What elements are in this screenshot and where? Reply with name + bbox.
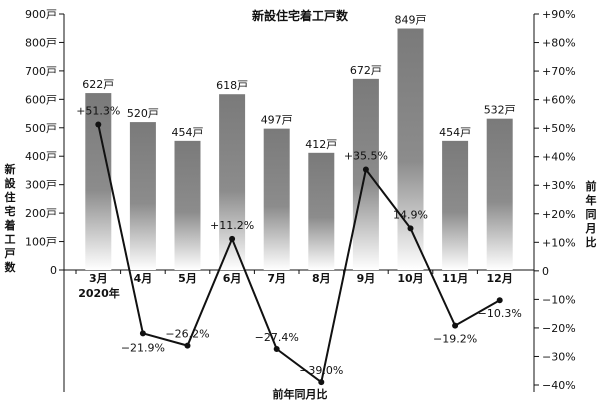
bar-value-label: 849戸 [395,14,427,27]
axis-title-char: 比 [586,235,597,249]
category-label: 6月 [223,272,242,285]
right-tick-label: +60% [542,94,576,107]
category-label: 7月 [267,272,286,285]
right-axis-title: 前年同月比 [585,179,597,249]
year-label: 2020年 [78,286,120,300]
left-tick-label: 700戸 [25,65,57,78]
bar [352,78,379,270]
bar-value-label: 618戸 [216,79,248,92]
category-label: 12月 [487,272,513,285]
bar-series: 622戸 520戸 454戸 618戸 497戸 412戸 672戸 849戸 454戸 532戸 [82,14,516,270]
left-tick-label: 100戸 [25,236,57,249]
bar-value-label: 412戸 [305,138,337,151]
left-tick-label: 800戸 [25,36,57,49]
left-axis-title: 新設住宅着工戸数 [4,162,17,274]
line-series: +51.3% −21.9%−26.2% +11.2% −27.4% −39.0% +35.… [76,104,522,386]
bar-value-label: 622戸 [82,78,114,91]
left-tick-label: 300戸 [25,179,57,192]
line-value-label: −10.3% [478,307,522,320]
bar [486,118,513,270]
axis-title-char: 着 [4,218,16,232]
category-label: 11月 [442,272,468,285]
line-point [229,235,236,242]
axis-title-char: 新 [5,162,16,176]
bar [308,152,335,270]
left-tick-label: 200戸 [25,207,57,220]
line-value-label: +51.3% [76,104,120,117]
left-tick-label: 500戸 [25,122,57,135]
line-value-label: −21.9% [121,341,165,354]
line-point [184,342,191,349]
line-value-label: +11.2% [210,219,254,232]
right-tick-label: +50% [542,122,576,135]
axis-title-char: 工 [5,233,16,246]
line-value-label: −27.4% [255,331,299,344]
right-tick-label: +40% [542,151,576,164]
axis-title-char: 設 [5,176,17,190]
right-tick-label: +20% [542,208,576,221]
bar-value-label: 532戸 [484,104,516,117]
bar-value-label: 672戸 [350,64,382,77]
category-axis: 3月 4月 5月 6月 7月 8月 9月 10月 11月 12月 [75,270,513,285]
category-label: 5月 [178,272,197,285]
line-value-label: 14.9% [393,208,428,221]
line-point [139,330,146,337]
right-axis: −40% −30% −20% −10% 0 +10% +20% +30% +40% +50% +60… [533,8,576,392]
axis-title-char: 同 [586,208,597,221]
right-tick-label: +30% [542,179,576,192]
bar [219,94,246,270]
left-tick-label: 0 [50,264,57,277]
right-tick-label: 0 [542,265,549,278]
bar-value-label: 454戸 [172,126,204,139]
bar [85,93,112,270]
line-point [273,346,280,353]
bar [174,140,201,270]
category-label: 4月 [134,272,153,285]
axis-title-char: 年 [586,193,597,207]
right-tick-label: −10% [542,293,576,306]
axis-title-char: 月 [585,222,597,235]
category-label: 3月 [89,272,108,285]
axis-title-char: 宅 [5,204,16,218]
right-tick-label: +10% [542,236,576,249]
right-tick-label: +70% [542,65,576,78]
line-point [496,297,503,304]
line-value-label: −26.2% [165,328,209,341]
chart-title: 新設住宅着工戸数 [252,8,349,23]
category-label: 8月 [312,272,331,285]
right-tick-label: +80% [542,37,576,50]
category-label: 9月 [357,272,376,285]
left-tick-label: 600戸 [25,93,57,106]
line-point [452,322,459,329]
right-tick-label: +90% [542,8,576,21]
bottom-axis-label: 前年同月比 [273,387,328,401]
line-value-label: −39.0% [299,364,343,377]
left-tick-label: 400戸 [25,150,57,163]
axis-title-char: 前 [586,179,597,193]
line-value-label: −19.2% [433,333,477,346]
right-tick-label: −40% [542,379,576,392]
line-point [362,166,369,173]
axis-title-char: 戸 [5,247,16,260]
bar [397,28,424,270]
line-path [97,124,501,384]
category-label: 10月 [397,272,423,285]
axis-title-char: 住 [5,190,16,204]
bar [129,122,156,270]
right-tick-label: −20% [542,322,576,335]
line-value-label: +35.5% [344,150,388,163]
left-tick-label: 900戸 [25,8,57,21]
bar-value-label: 520戸 [127,107,159,120]
bar [442,140,469,270]
line-point [95,121,102,128]
bar-value-label: 497戸 [261,114,293,127]
right-tick-label: −30% [542,350,576,363]
bar [263,128,290,270]
line-point [318,379,325,386]
axis-title-char: 数 [5,260,17,274]
line-point [407,225,414,232]
bar-value-label: 454戸 [439,126,471,139]
